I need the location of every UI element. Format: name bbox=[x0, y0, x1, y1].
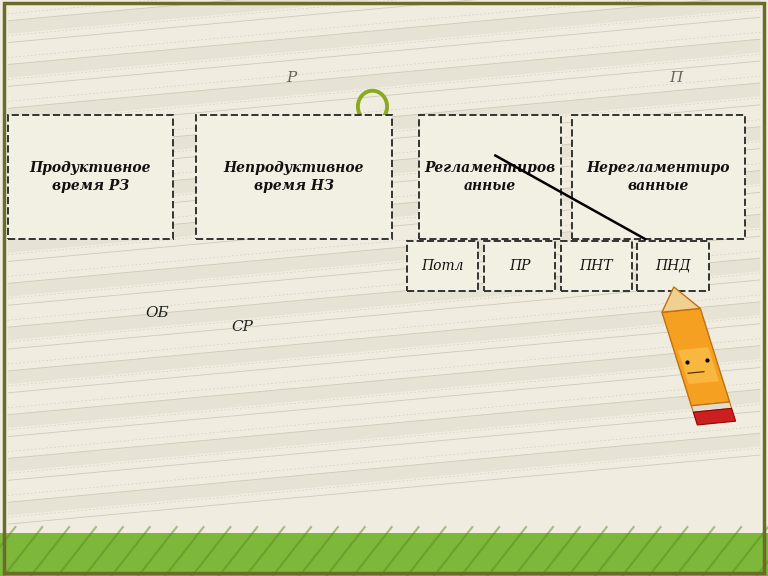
Text: Регламентиров
анные: Регламентиров анные bbox=[424, 161, 555, 193]
Polygon shape bbox=[8, 389, 760, 472]
Text: П: П bbox=[669, 71, 683, 85]
Bar bbox=[407, 241, 478, 291]
Polygon shape bbox=[662, 287, 700, 312]
Polygon shape bbox=[8, 433, 760, 516]
Bar bbox=[637, 241, 709, 291]
Polygon shape bbox=[678, 347, 719, 384]
Bar bbox=[561, 241, 632, 291]
Text: Потл: Потл bbox=[422, 259, 464, 273]
Text: ПНД: ПНД bbox=[655, 259, 691, 273]
Polygon shape bbox=[8, 258, 760, 340]
Text: Р: Р bbox=[286, 71, 297, 85]
Polygon shape bbox=[8, 302, 760, 384]
Bar bbox=[484, 241, 555, 291]
Bar bbox=[572, 115, 745, 239]
Bar bbox=[419, 115, 561, 239]
Polygon shape bbox=[8, 346, 760, 428]
Polygon shape bbox=[8, 127, 760, 209]
Text: Продуктивное
время РЗ: Продуктивное время РЗ bbox=[29, 161, 151, 193]
Polygon shape bbox=[8, 0, 760, 78]
Polygon shape bbox=[694, 408, 736, 425]
Text: ОБ: ОБ bbox=[146, 306, 169, 320]
Text: ПНТ: ПНТ bbox=[580, 259, 613, 273]
Polygon shape bbox=[8, 83, 760, 165]
Text: Нерегламентиро
ванные: Нерегламентиро ванные bbox=[587, 161, 730, 193]
Bar bbox=[196, 115, 392, 239]
Polygon shape bbox=[8, 39, 760, 122]
Text: ПР: ПР bbox=[509, 259, 530, 273]
Bar bbox=[8, 115, 173, 239]
Polygon shape bbox=[8, 214, 760, 297]
Polygon shape bbox=[8, 0, 760, 34]
Text: СР: СР bbox=[231, 320, 253, 334]
Polygon shape bbox=[8, 170, 760, 253]
Bar bbox=[0, 533, 768, 576]
Polygon shape bbox=[691, 402, 732, 412]
Text: Непродуктивное
время НЗ: Непродуктивное время НЗ bbox=[223, 161, 364, 193]
Polygon shape bbox=[662, 308, 730, 406]
